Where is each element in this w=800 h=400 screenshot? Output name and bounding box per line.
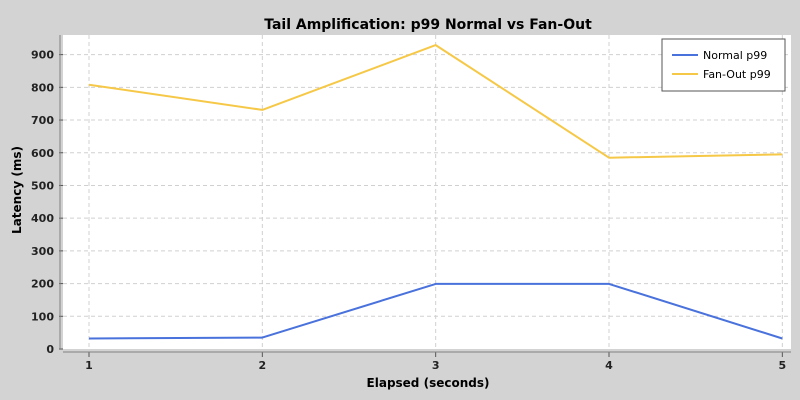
- x-tick-label: 5: [779, 359, 787, 372]
- x-tick-label: 4: [605, 359, 613, 372]
- y-tick-label: 0: [46, 343, 54, 356]
- y-tick-label: 400: [31, 212, 54, 225]
- legend-label: Normal p99: [703, 49, 767, 62]
- y-tick-label: 200: [31, 278, 54, 291]
- grid: [63, 35, 791, 349]
- y-tick-label: 700: [31, 114, 54, 127]
- series-line-0: [88, 282, 783, 340]
- legend-label: Fan-Out p99: [703, 68, 771, 81]
- legend: Normal p99 Fan-Out p99: [661, 38, 786, 92]
- x-tick-label: 2: [259, 359, 267, 372]
- chart-title: Tail Amplification: p99 Normal vs Fan-Ou…: [264, 17, 592, 33]
- x-axis-label: Elapsed (seconds): [367, 376, 490, 390]
- series-line-1: [88, 44, 783, 159]
- axes: 0 100 200 300 400 500 600 700 800 900 1 2 3 4 5: [31, 35, 791, 372]
- y-tick-label: 300: [31, 245, 54, 258]
- y-tick-label: 800: [31, 81, 54, 94]
- y-tick-label: 500: [31, 179, 54, 192]
- y-tick-label: 600: [31, 147, 54, 160]
- legend-box: [661, 38, 786, 92]
- series-layer: [88, 44, 783, 340]
- y-axis-label: Latency (ms): [10, 146, 24, 234]
- x-tick-label: 1: [85, 359, 93, 372]
- x-tick-label: 3: [432, 359, 440, 372]
- y-tick-label: 900: [31, 49, 54, 62]
- y-tick-label: 100: [31, 310, 54, 323]
